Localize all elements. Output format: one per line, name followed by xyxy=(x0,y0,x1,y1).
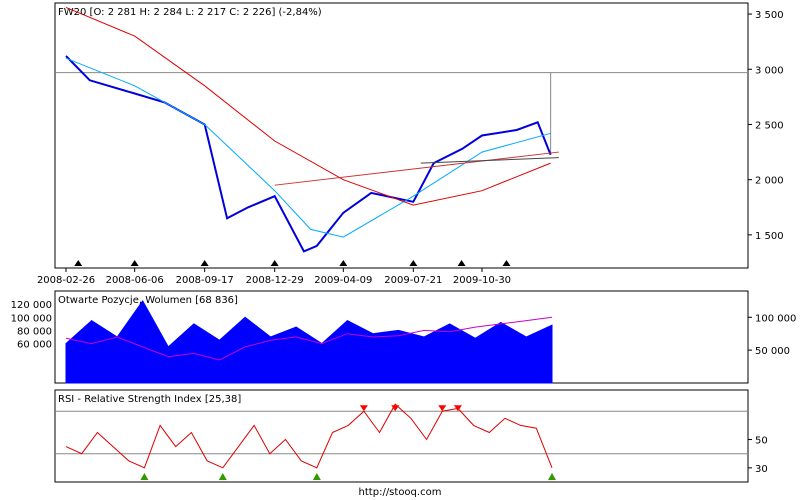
volume-y-tick-label-right: 50 000 xyxy=(755,346,790,357)
rsi-overbought-marker xyxy=(438,405,447,412)
rsi-line xyxy=(65,403,553,469)
rsi-chart-title: RSI - Relative Strength Index [25,38] xyxy=(58,394,241,405)
volume-chart-title: Otwarte Pozycje, Wolumen [68 836] xyxy=(58,295,238,306)
triangle-marker xyxy=(270,260,279,266)
open-interest-line xyxy=(65,316,553,361)
price-x-tick-label: 2008-12-29 xyxy=(246,275,304,286)
triangle-marker xyxy=(409,260,418,266)
price-x-tick-label: 2009-07-21 xyxy=(384,275,442,286)
volume-y-tick-label-left: 120 000 xyxy=(11,300,52,311)
price-x-tick-label: 2008-06-06 xyxy=(106,275,164,286)
volume-y-tick-label-right: 100 000 xyxy=(755,313,796,324)
footer-source-link: http://stooq.com xyxy=(359,487,442,498)
rsi-overbought-marker xyxy=(453,405,462,412)
price-y-tick-label: 3 000 xyxy=(755,65,784,76)
triangle-marker xyxy=(502,260,511,266)
price-x-tick-label: 2008-02-26 xyxy=(37,275,95,286)
price-x-tick-label: 2009-10-30 xyxy=(453,275,511,286)
price-y-tick-label: 3 500 xyxy=(755,10,784,21)
triangle-marker xyxy=(200,260,209,266)
trend-line xyxy=(420,157,559,164)
rsi-oversold-marker xyxy=(548,473,556,480)
ma-long-line xyxy=(65,6,551,206)
price-y-tick-label: 1 500 xyxy=(755,231,784,242)
rsi-panel-frame xyxy=(54,389,749,483)
price-panel-frame xyxy=(54,2,749,269)
price-y-tick-label: 2 500 xyxy=(755,120,784,131)
triangle-marker xyxy=(457,260,466,266)
trend-line xyxy=(274,151,559,186)
rsi-overbought-marker xyxy=(359,405,368,412)
triangle-marker xyxy=(130,260,139,266)
price-y-tick-label: 2 000 xyxy=(755,176,784,187)
price-x-tick-label: 2008-09-17 xyxy=(176,275,234,286)
rsi-y-tick-label: 50 xyxy=(755,436,768,447)
rsi-y-tick-label: 30 xyxy=(755,464,768,475)
rsi-oversold-marker xyxy=(140,473,149,480)
triangle-marker xyxy=(74,260,83,266)
triangle-marker xyxy=(339,260,348,266)
rsi-oversold-marker xyxy=(218,473,227,480)
volume-y-tick-label-left: 100 000 xyxy=(11,313,52,324)
price-x-tick-label: 2009-04-09 xyxy=(314,275,372,286)
ma-short-line xyxy=(65,57,551,238)
rsi-oversold-marker xyxy=(312,473,321,480)
volume-y-tick-label-left: 80 000 xyxy=(17,326,52,337)
volume-y-tick-label-left: 60 000 xyxy=(17,340,52,351)
price-chart-title: FW20 [O: 2 281 H: 2 284 L: 2 217 C: 2 22… xyxy=(58,7,322,18)
rsi-overbought-marker xyxy=(391,405,400,412)
